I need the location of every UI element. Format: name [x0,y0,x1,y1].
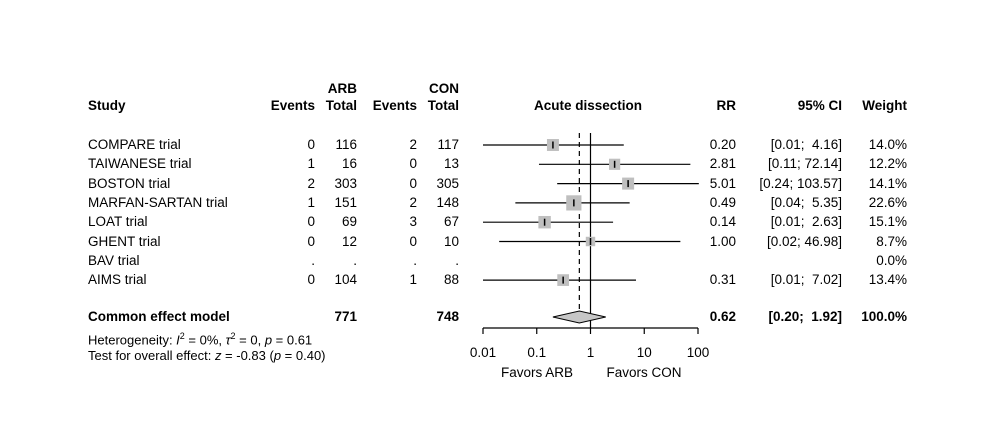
row-ci: [0.01; 2.63] [770,214,842,230]
row-study: MARFAN-SARTAN trial [88,194,228,210]
row-rr: 2.81 [709,156,736,172]
favors-left-label: Favors ARB [500,365,574,380]
row-rr: 0.31 [709,272,736,288]
row-con-total: 148 [436,194,459,210]
row-arb-total: 12 [341,233,357,249]
pooled-rr-value: 0.62 [709,309,736,324]
row-ci: [0.02; 46.98] [766,233,842,249]
row-study: BAV trial [88,252,140,268]
row-con-events: 3 [409,214,417,230]
effect-square [622,177,635,190]
row-con-total: 117 [437,137,459,152]
row-arb-events: 2 [307,175,315,191]
pooled-diamond [552,310,606,324]
x-tick-label: 100 [686,345,710,360]
row-rr: 1.00 [709,233,736,249]
row-weight: 22.6% [868,194,907,210]
ci-column-header: 95% CI [797,98,842,113]
row-weight: 8.7% [876,233,907,249]
row-arb-total: 69 [341,214,357,230]
effect-square [566,195,582,211]
rr-column-header: RR [716,98,737,113]
x-tick-label: 0.01 [469,345,497,360]
row-rr: 0.49 [709,194,736,210]
effect-square [538,215,551,229]
overall-effect-note: Test for overall effect: z = -0.83 (p = … [88,348,326,363]
row-study: AIMS trial [88,272,147,288]
row-arb-total: . [353,252,357,268]
row-con-total: 13 [443,156,459,172]
row-arb-total: 104 [334,272,357,288]
x-tick-label: 0.1 [527,345,547,360]
row-weight: 15.1% [868,214,907,230]
row-arb-events: 1 [307,194,315,210]
effect-square [546,139,559,151]
row-study: GHENT trial [88,233,161,249]
row-rr: 0.14 [709,214,736,230]
row-con-events: 2 [409,194,417,210]
study-column-header: Study [88,98,126,113]
row-study: TAIWANESE trial [88,156,192,172]
row-weight: 14.1% [868,175,907,191]
row-arb-total: 16 [341,156,357,172]
pooled-ci-value: [0.20; 1.92] [768,309,842,324]
heterogeneity-note: Heterogeneity: I2 = 0%, τ2 = 0, p = 0.61 [88,331,313,348]
row-weight: 13.4% [868,272,907,288]
row-con-events: 0 [409,156,417,172]
weight-column-header: Weight [862,98,907,113]
group1-header: ARB [327,81,357,96]
row-arb-events: 0 [307,137,315,152]
row-ci: [0.04; 5.35] [770,194,842,210]
row-con-total: 67 [443,214,459,230]
pooled-label: Common effect model [88,309,230,324]
row-con-events: 1 [409,272,417,288]
con-total-column-header: Total [427,98,459,113]
row-arb-total: 116 [335,137,357,152]
effect-square [609,158,621,170]
row-weight: 14.0% [868,137,907,152]
row-con-total: 88 [443,272,459,288]
favors-right-label: Favors CON [606,365,682,380]
row-rr: 5.01 [709,175,736,191]
group2-header: CON [429,81,459,96]
row-study: LOAT trial [88,214,148,230]
row-con-events: . [413,252,417,268]
row-arb-total: 303 [334,175,357,191]
row-weight: 12.2% [868,156,907,172]
pooled-con-total: 748 [436,309,459,324]
con-events-column-header: Events [372,98,417,113]
row-weight: 0.0% [876,252,907,268]
row-con-events: 0 [409,175,417,191]
row-study: COMPARE trial [88,137,181,152]
row-arb-events: 0 [307,272,315,288]
row-con-events: 2 [409,137,417,152]
plot-title: Acute dissection [533,98,643,113]
row-study: BOSTON trial [88,175,171,191]
arb-total-column-header: Total [325,98,357,113]
pooled-weight: 100.0% [861,309,907,324]
row-ci: [0.01; 4.16] [770,137,842,152]
row-arb-events: 0 [307,214,315,230]
row-arb-events: 1 [307,156,315,172]
row-con-total: 305 [436,175,459,191]
x-tick-label: 10 [636,345,652,360]
arb-events-column-header: Events [270,98,315,113]
row-rr: 0.20 [709,137,736,152]
row-ci: [0.01; 7.02] [770,272,842,288]
row-ci: [0.11; 72.14] [767,156,842,172]
row-con-events: 0 [409,233,417,249]
row-con-total: 10 [443,233,459,249]
row-con-total: . [455,252,459,268]
row-ci: [0.24; 103.57] [759,175,842,191]
row-arb-events: 0 [307,233,315,249]
effect-square [585,236,596,247]
effect-square [557,274,570,286]
row-arb-total: 151 [334,194,357,210]
pooled-arb-total: 771 [334,309,357,324]
row-arb-events: . [311,252,315,268]
x-tick-label: 1 [586,345,595,360]
